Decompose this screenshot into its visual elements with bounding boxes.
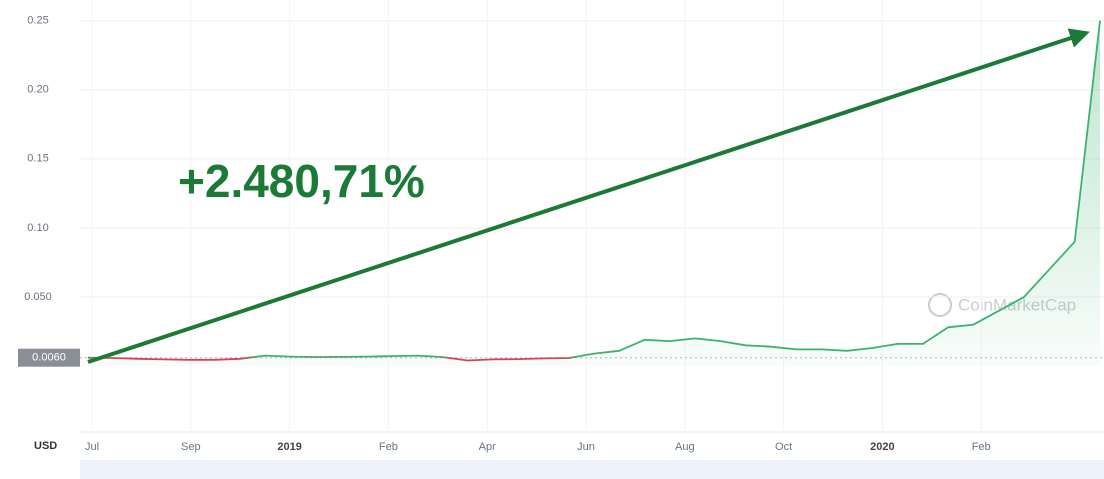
reference-box xyxy=(18,348,80,367)
area xyxy=(88,20,1100,366)
price-line xyxy=(87,20,1101,362)
x-tick-label: Feb xyxy=(379,441,398,453)
y-tick-label: 0.20 xyxy=(27,84,48,96)
navigator[interactable] xyxy=(80,460,1104,479)
y-tick-label: 0.10 xyxy=(27,222,48,234)
y-tick-label: 0.050 xyxy=(24,291,52,303)
x-tick-label: 2019 xyxy=(277,441,301,453)
x-tick-label: Apr xyxy=(479,441,496,453)
x-tick-label: Jun xyxy=(577,441,595,453)
x-tick-label: Sep xyxy=(181,441,201,453)
reference-label: 0.0060 xyxy=(32,352,66,364)
x-tick-label: Aug xyxy=(675,441,695,453)
x-tick-label: Oct xyxy=(775,441,792,453)
y-tick-label: 0.15 xyxy=(27,153,48,165)
x-tick-label: Jul xyxy=(85,441,99,453)
y-tick-label: 0.25 xyxy=(27,15,48,27)
trend-arrow xyxy=(87,28,1090,364)
x-tick-label: 2020 xyxy=(870,441,894,453)
x-tick-label: Feb xyxy=(972,441,991,453)
currency-label: USD xyxy=(34,440,57,452)
annotation: +2.480,71% xyxy=(178,155,425,207)
